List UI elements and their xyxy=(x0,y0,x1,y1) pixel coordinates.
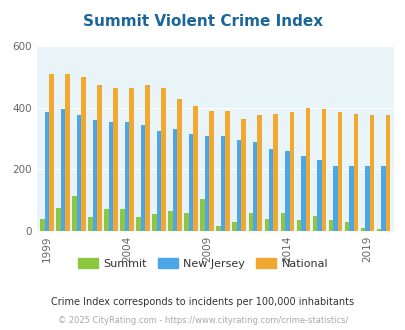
Bar xyxy=(161,88,165,231)
Bar xyxy=(45,113,49,231)
Bar xyxy=(93,120,97,231)
Bar xyxy=(376,229,380,231)
Bar xyxy=(328,220,332,231)
Bar xyxy=(209,111,213,231)
Bar xyxy=(284,151,289,231)
Bar xyxy=(301,155,305,231)
Bar xyxy=(241,118,245,231)
Bar xyxy=(177,99,181,231)
Bar xyxy=(156,131,161,231)
Bar xyxy=(88,217,93,231)
Bar xyxy=(289,113,293,231)
Bar xyxy=(124,122,129,231)
Bar xyxy=(273,114,277,231)
Bar xyxy=(296,220,301,231)
Bar xyxy=(257,115,261,231)
Bar xyxy=(113,88,117,231)
Bar xyxy=(205,136,209,231)
Bar xyxy=(269,149,273,231)
Text: Summit Violent Crime Index: Summit Violent Crime Index xyxy=(83,14,322,29)
Bar xyxy=(364,166,369,231)
Bar xyxy=(248,213,252,231)
Bar xyxy=(200,199,205,231)
Bar xyxy=(220,136,225,231)
Bar xyxy=(104,210,109,231)
Bar xyxy=(344,222,348,231)
Bar xyxy=(280,213,284,231)
Bar xyxy=(232,222,237,231)
Bar xyxy=(136,217,141,231)
Bar xyxy=(145,85,149,231)
Bar xyxy=(141,125,145,231)
Bar xyxy=(120,210,124,231)
Bar xyxy=(97,85,102,231)
Bar xyxy=(81,77,85,231)
Text: Crime Index corresponds to incidents per 100,000 inhabitants: Crime Index corresponds to incidents per… xyxy=(51,297,354,307)
Text: © 2025 CityRating.com - https://www.cityrating.com/crime-statistics/: © 2025 CityRating.com - https://www.city… xyxy=(58,315,347,325)
Bar xyxy=(56,208,61,231)
Bar xyxy=(184,213,188,231)
Bar xyxy=(129,88,134,231)
Bar xyxy=(193,106,197,231)
Bar xyxy=(225,111,229,231)
Bar xyxy=(252,142,257,231)
Bar xyxy=(152,214,156,231)
Bar xyxy=(316,160,321,231)
Bar xyxy=(61,109,65,231)
Bar xyxy=(380,166,385,231)
Bar xyxy=(264,219,269,231)
Bar xyxy=(109,122,113,231)
Bar xyxy=(369,115,373,231)
Bar xyxy=(77,115,81,231)
Bar xyxy=(337,113,341,231)
Bar xyxy=(353,114,357,231)
Bar xyxy=(321,109,325,231)
Bar xyxy=(348,166,353,231)
Bar xyxy=(65,74,70,231)
Bar xyxy=(188,134,193,231)
Bar xyxy=(312,215,316,231)
Bar xyxy=(385,115,389,231)
Bar xyxy=(360,228,364,231)
Bar xyxy=(305,108,309,231)
Bar xyxy=(40,219,45,231)
Bar xyxy=(237,140,241,231)
Bar xyxy=(49,74,53,231)
Bar xyxy=(173,129,177,231)
Bar xyxy=(216,226,220,231)
Bar xyxy=(72,196,77,231)
Bar xyxy=(168,211,173,231)
Bar xyxy=(332,166,337,231)
Legend: Summit, New Jersey, National: Summit, New Jersey, National xyxy=(73,254,332,273)
